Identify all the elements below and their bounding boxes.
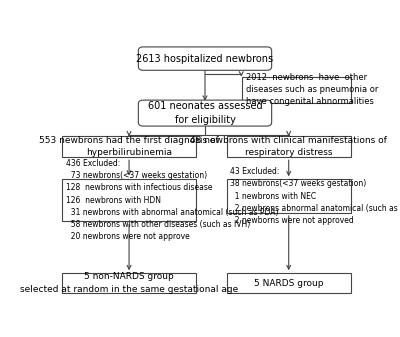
Text: 2012  newbrons  have  other
diseases such as pneumonia or
have congenital abnorm: 2012 newbrons have other diseases such a… bbox=[246, 73, 378, 106]
Bar bbox=[242, 77, 351, 103]
Text: 43 Excluded:
38 newbrons(<37 weeks gestation)
  1 newbrons with NEC
  2 newbrons: 43 Excluded: 38 newbrons(<37 weeks gesta… bbox=[230, 167, 400, 225]
Bar bbox=[62, 136, 196, 157]
Text: 5 non-NARDS group
selected at random in the same gestational age: 5 non-NARDS group selected at random in … bbox=[20, 273, 238, 294]
FancyBboxPatch shape bbox=[138, 100, 272, 126]
Text: 601 neonates assessed
for eligibility: 601 neonates assessed for eligibility bbox=[148, 101, 262, 125]
Bar bbox=[62, 273, 196, 293]
Bar bbox=[227, 179, 351, 213]
Bar bbox=[227, 136, 351, 157]
Bar bbox=[62, 179, 196, 221]
Text: 436 Excluded:
  73 newbrons(<37 weeks gestation)
128  newbrons with infectious d: 436 Excluded: 73 newbrons(<37 weeks gest… bbox=[66, 159, 279, 241]
Text: 48 newbrons with clinical manifestations of
respiratory distress: 48 newbrons with clinical manifestations… bbox=[190, 136, 387, 157]
Text: 553 newbrons had the first diagnosis of
hyperbilirubinemia: 553 newbrons had the first diagnosis of … bbox=[39, 136, 219, 157]
Text: 2613 hospitalized newbrons: 2613 hospitalized newbrons bbox=[136, 54, 274, 64]
FancyBboxPatch shape bbox=[138, 47, 272, 70]
Bar bbox=[227, 273, 351, 293]
Text: 5 NARDS group: 5 NARDS group bbox=[254, 279, 324, 287]
